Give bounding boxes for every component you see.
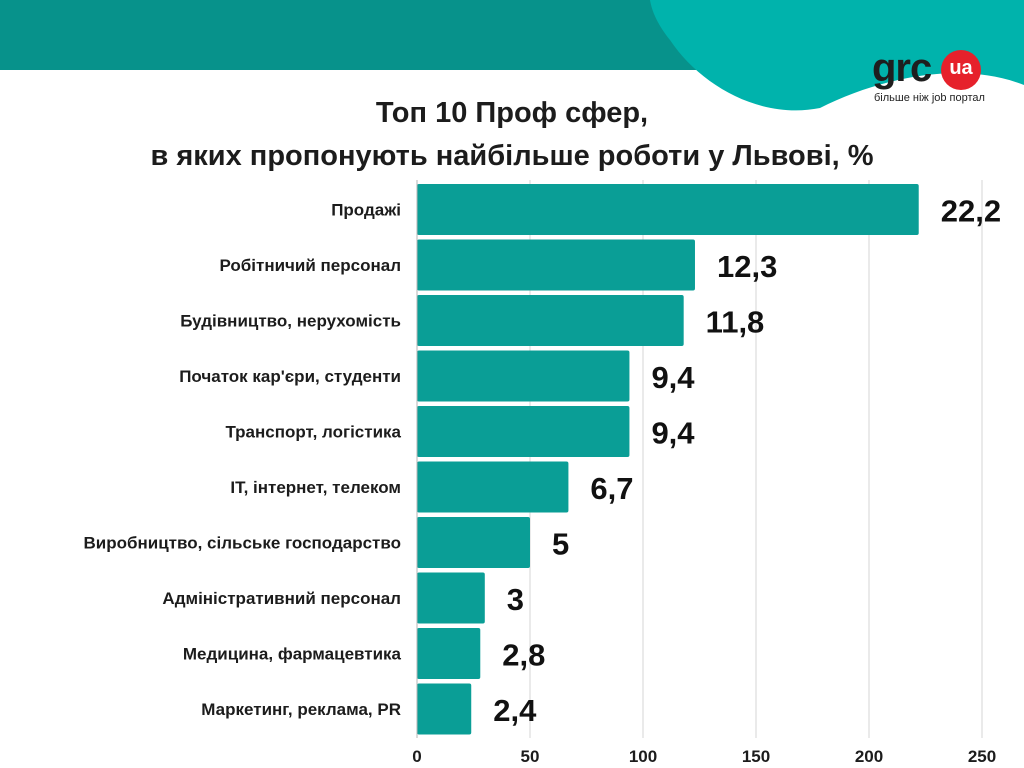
value-label: 9,4 <box>651 416 695 451</box>
value-label: 6,7 <box>590 471 633 506</box>
bar <box>417 406 630 457</box>
chart-title: Топ 10 Проф сфер, в яких пропонують найб… <box>0 92 1024 178</box>
logo-tagline: більше ніж job портал <box>874 92 985 104</box>
x-tick-label: 250 <box>968 747 996 766</box>
category-label: Транспорт, логістика <box>225 423 401 442</box>
grc-logo: grc ua більше ніж job портал <box>872 48 992 108</box>
x-tick-label: 50 <box>521 747 540 766</box>
x-tick-label: 0 <box>412 747 421 766</box>
value-label: 12,3 <box>717 249 777 284</box>
category-label: Адміністративний персонал <box>162 589 401 608</box>
bar <box>417 572 485 624</box>
value-label: 2,4 <box>493 693 537 728</box>
category-label: Продажі <box>331 201 401 220</box>
chart-title-line1: Топ 10 Проф сфер, <box>375 97 649 129</box>
category-label: Виробництво, сільське господарство <box>84 534 402 553</box>
x-tick-label: 100 <box>629 747 657 766</box>
category-label: IT, інтернет, телеком <box>230 478 401 497</box>
value-label: 9,4 <box>651 360 695 395</box>
logo-ua-badge: ua <box>941 50 981 90</box>
bar <box>417 517 530 568</box>
category-label: Медицина, фармацевтика <box>183 645 402 664</box>
logo-brand-text: grc <box>872 46 932 90</box>
bar <box>417 461 569 513</box>
category-label: Робітничий персонал <box>219 256 401 275</box>
bar <box>417 683 472 735</box>
x-tick-label: 150 <box>742 747 770 766</box>
bar <box>417 295 684 346</box>
category-label: Будівництво, нерухомість <box>180 312 401 331</box>
chart-title-line2: в яких пропонують найбільше роботи у Льв… <box>150 140 874 172</box>
header-wave <box>650 0 1024 111</box>
bar <box>417 350 630 402</box>
category-label: Початок кар'єри, студенти <box>179 367 401 386</box>
value-label: 2,8 <box>502 638 545 673</box>
x-tick-label: 200 <box>855 747 883 766</box>
bar <box>417 239 695 291</box>
bar <box>417 184 919 235</box>
value-label: 11,8 <box>706 305 765 340</box>
value-label: 22,2 <box>941 194 1001 229</box>
bar <box>417 628 481 679</box>
value-label: 3 <box>507 582 524 617</box>
value-label: 5 <box>552 527 569 562</box>
category-label: Маркетинг, реклама, PR <box>201 700 401 719</box>
